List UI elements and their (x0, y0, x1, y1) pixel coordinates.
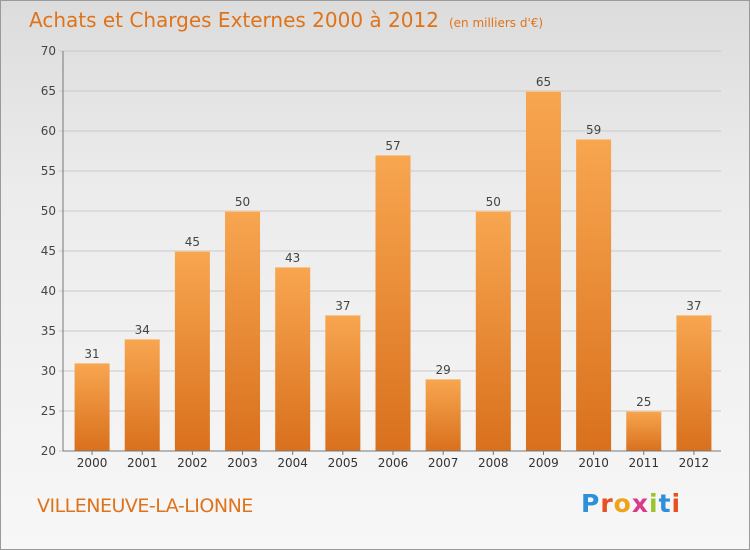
x-tick-label: 2007 (428, 456, 459, 470)
bar (475, 211, 511, 451)
x-tick-label: 2012 (679, 456, 710, 470)
data-label: 25 (636, 395, 651, 409)
x-tick-label: 2000 (77, 456, 108, 470)
logo-letter: i (649, 489, 659, 518)
data-label: 50 (235, 195, 250, 209)
unit-note: (en milliers d'€) (448, 16, 544, 30)
y-tick-label: 25 (41, 404, 56, 418)
bar (124, 339, 160, 451)
bar (325, 315, 361, 451)
data-label: 34 (135, 323, 150, 337)
data-label: 57 (385, 139, 400, 153)
data-label: 50 (486, 195, 501, 209)
y-tick-label: 50 (41, 204, 56, 218)
y-tick-label: 40 (41, 284, 56, 298)
x-tick-label: 2001 (127, 456, 158, 470)
data-label: 29 (436, 363, 451, 377)
data-label: 31 (84, 347, 99, 361)
y-tick-label: 30 (41, 364, 56, 378)
logo-letter: t (658, 489, 672, 518)
bar (525, 91, 561, 451)
y-tick-label: 70 (41, 44, 56, 58)
bar (576, 139, 612, 451)
bar (275, 267, 311, 451)
x-tick-label: 2010 (578, 456, 609, 470)
y-tick-label: 20 (41, 444, 56, 458)
data-label: 43 (285, 251, 300, 265)
commune-name: VILLENEUVE-LA-LIONNE (37, 495, 253, 517)
bar (174, 251, 210, 451)
bar (676, 315, 712, 451)
logo-letter: x (631, 489, 649, 518)
bar (626, 411, 662, 451)
x-tick-label: 2009 (528, 456, 559, 470)
bar (375, 155, 411, 451)
x-tick-label: 2006 (378, 456, 409, 470)
axes: 20 25 30 35 40 45 50 55 60 65 70 2000 2001 2002 2003 20… (41, 44, 721, 470)
bar (225, 211, 261, 451)
bar (425, 379, 461, 451)
y-tick-label: 60 (41, 124, 56, 138)
y-tick-label: 35 (41, 324, 56, 338)
logo-letter: P (581, 489, 601, 518)
data-label: 37 (335, 299, 350, 313)
data-label: 37 (686, 299, 701, 313)
logo-letter: r (600, 489, 614, 518)
bar (74, 363, 110, 451)
logo-letter: i (671, 489, 682, 518)
y-tick-label: 55 (41, 164, 56, 178)
proxiti-logo[interactable]: Proxiti (581, 489, 681, 518)
x-tick-label: 2003 (227, 456, 258, 470)
x-tick-label: 2011 (628, 456, 659, 470)
logo-letter: o (613, 489, 632, 518)
x-tick-label: 2008 (478, 456, 509, 470)
bars: 31 34 45 50 43 37 57 29 50 65 59 25 37 (74, 75, 712, 451)
x-tick-label: 2005 (328, 456, 359, 470)
chart-header: Achats et Charges Externes 2000 à 2012 (e… (29, 8, 543, 32)
y-tick-label: 45 (41, 244, 56, 258)
x-tick-label: 2004 (277, 456, 308, 470)
data-label: 59 (586, 123, 601, 137)
x-tick-label: 2002 (177, 456, 208, 470)
chart-title: Achats et Charges Externes 2000 à 2012 (29, 8, 439, 32)
data-label: 45 (185, 235, 200, 249)
y-tick-label: 65 (41, 84, 56, 98)
data-label: 65 (536, 75, 551, 89)
